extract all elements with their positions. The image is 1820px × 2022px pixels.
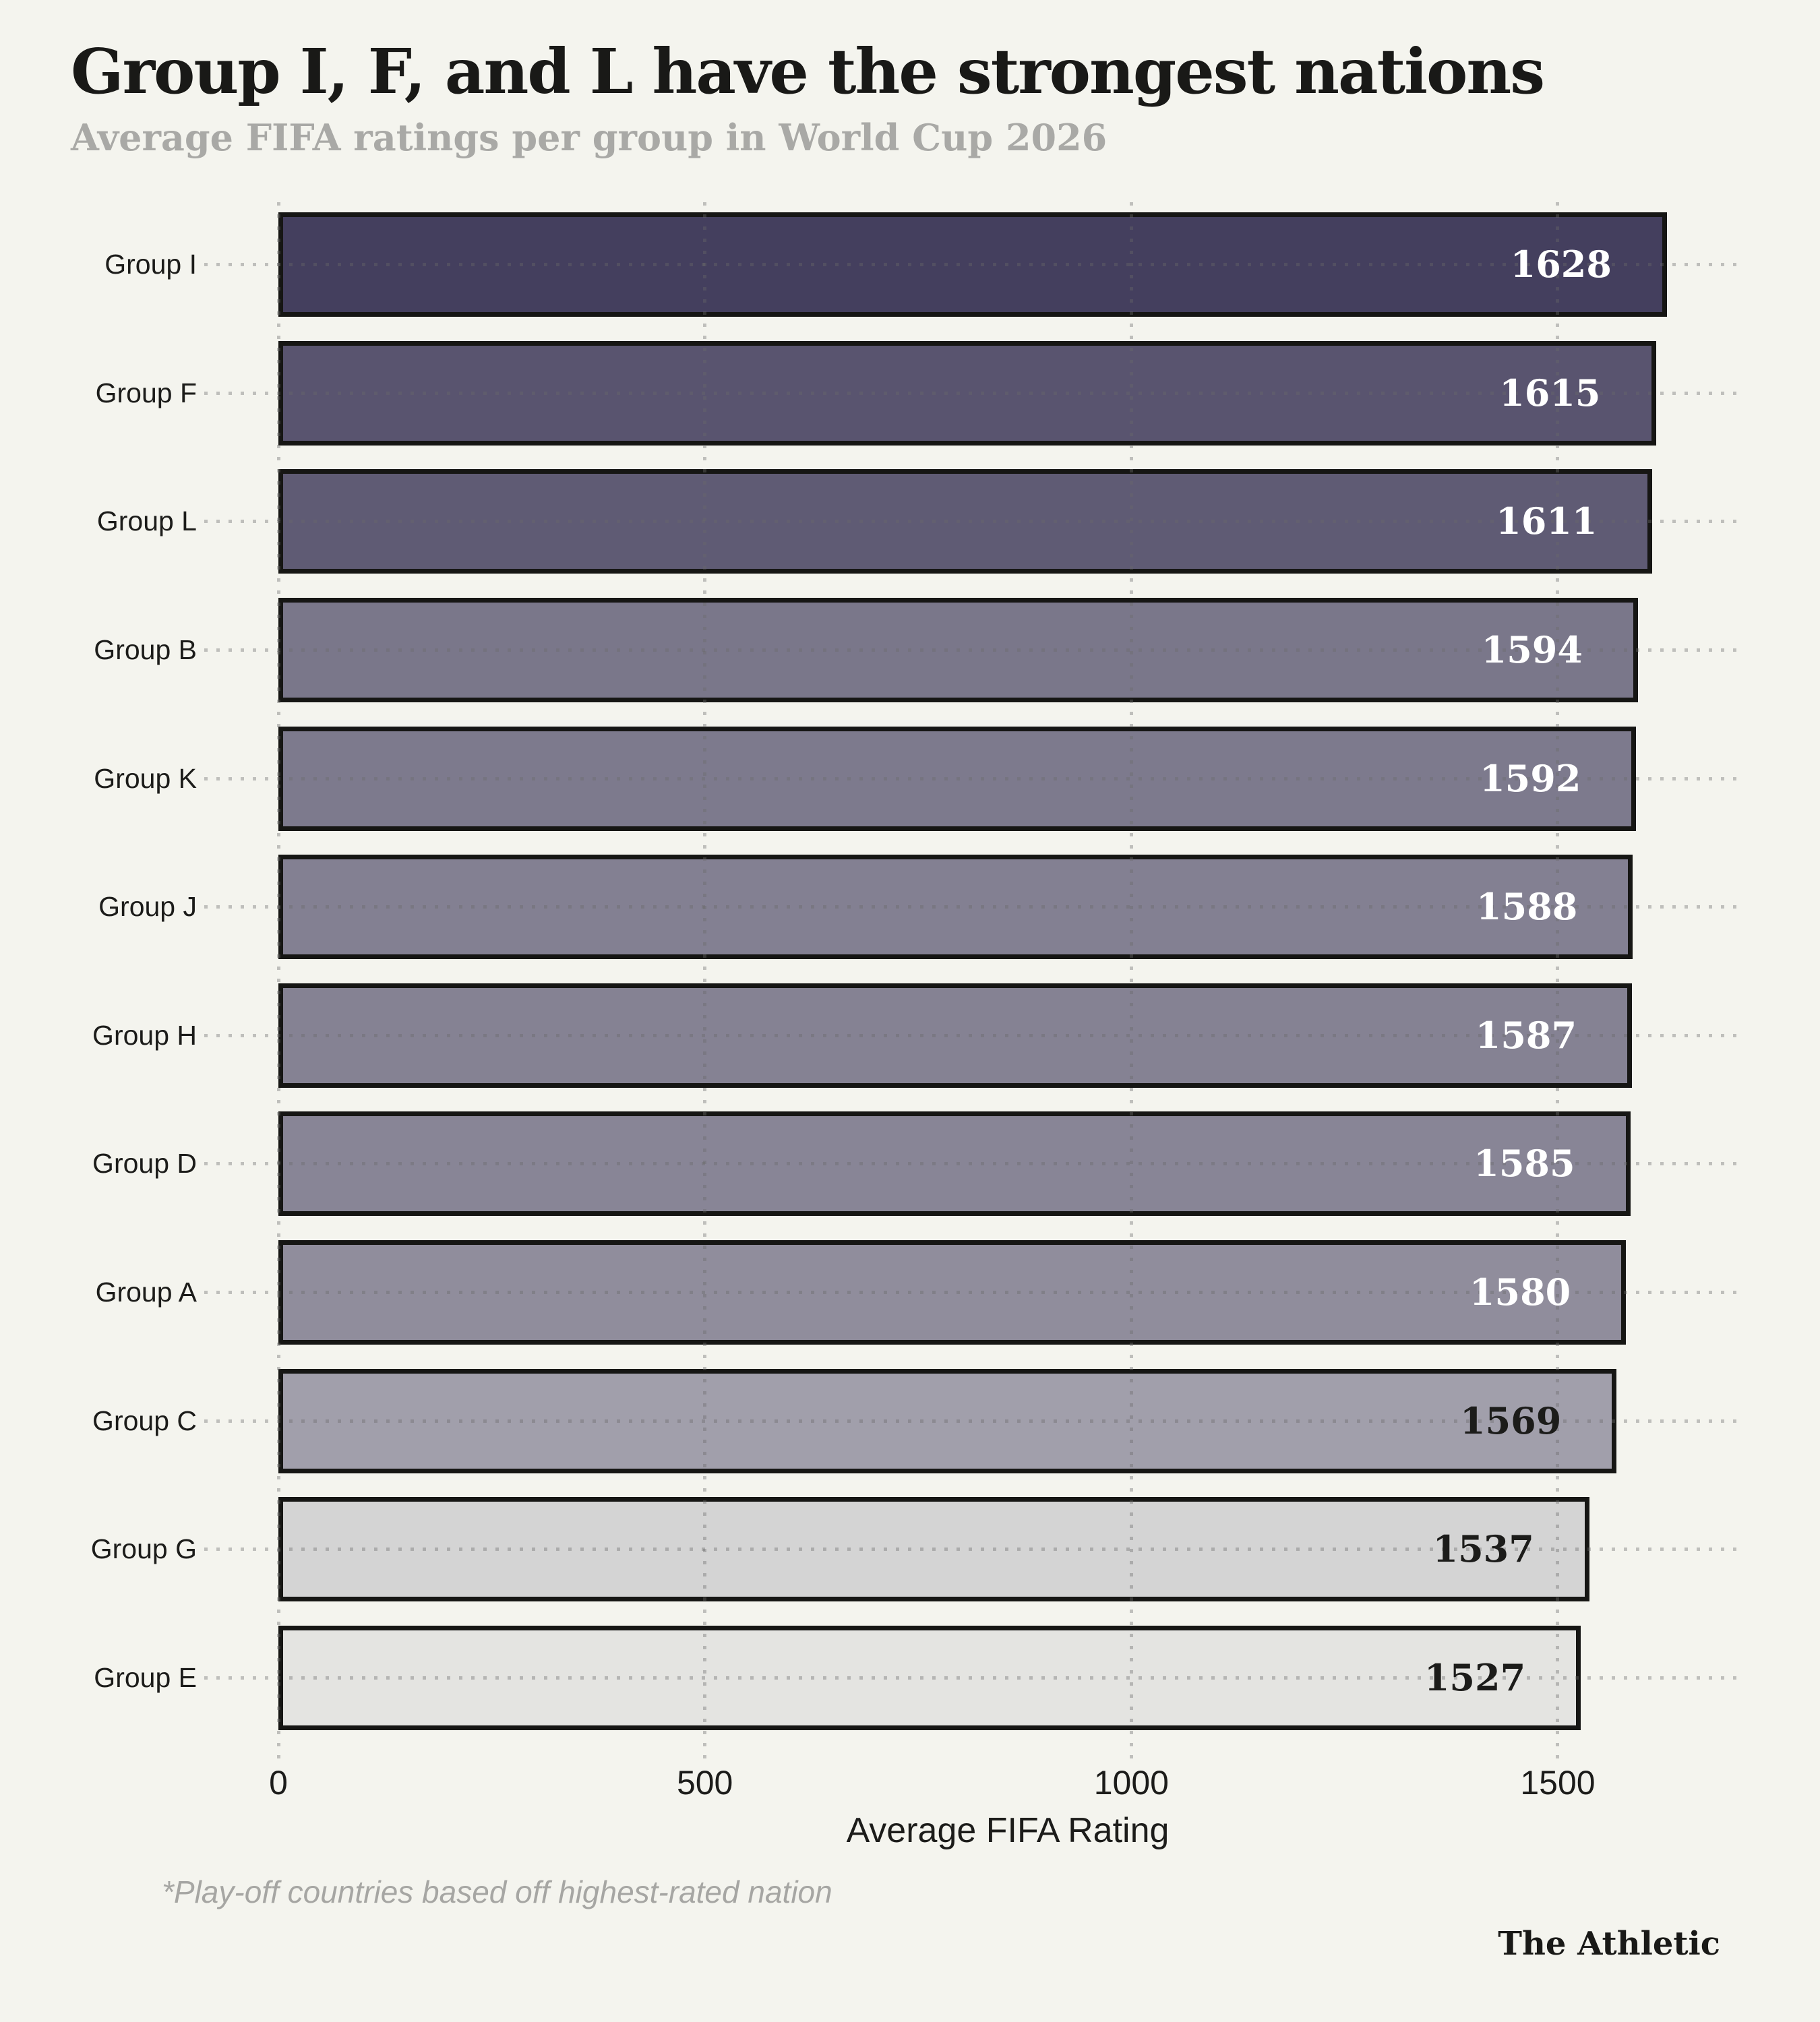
bar-group-l: [278, 469, 1653, 574]
x-tick-label-500: 500: [676, 1764, 733, 1802]
bar-group-f: [278, 340, 1656, 446]
row-leader-dots: [204, 648, 1738, 652]
row-leader-dots: [204, 520, 1738, 524]
category-label-group-l: Group L: [96, 506, 197, 537]
x-tick-label-0: 0: [269, 1764, 288, 1802]
bar-value-label: 1537: [1432, 1527, 1534, 1571]
bar-value-label: 1588: [1476, 885, 1578, 929]
bar-group-g: [278, 1497, 1589, 1602]
brand-logo-text: The Athletic: [1498, 1925, 1720, 1963]
bar-value-label: 1592: [1480, 756, 1581, 800]
category-label-group-g: Group G: [90, 1533, 197, 1565]
bar-group-i: [278, 212, 1667, 317]
x-axis-title: Average FIFA Rating: [846, 1811, 1170, 1850]
chart-subtitle: Average FIFA ratings per group in World …: [71, 116, 1108, 159]
bar-group-b: [278, 597, 1638, 702]
bar-value-label: 1527: [1424, 1656, 1526, 1700]
bar-group-c: [278, 1368, 1617, 1473]
bar-value-label: 1587: [1475, 1013, 1577, 1057]
bar-value-label: 1585: [1474, 1142, 1575, 1186]
category-label-group-a: Group A: [95, 1277, 197, 1308]
bar-value-label: 1615: [1499, 371, 1601, 415]
bar-group-e: [278, 1626, 1581, 1731]
bar-group-a: [278, 1240, 1627, 1345]
row-leader-dots: [204, 776, 1738, 780]
row-leader-dots: [204, 1548, 1738, 1552]
row-leader-dots: [204, 263, 1738, 266]
category-label-group-i: Group I: [104, 249, 197, 280]
row-leader-dots: [204, 1676, 1738, 1680]
bar-group-k: [278, 726, 1637, 831]
bar-group-h: [278, 983, 1633, 1088]
x-tick-label-1500: 1500: [1520, 1764, 1596, 1802]
chart-title: Group I, F, and L have the strongest nat…: [71, 35, 1545, 108]
row-leader-dots: [204, 1162, 1738, 1166]
category-label-group-e: Group E: [94, 1662, 197, 1694]
row-leader-dots: [204, 1291, 1738, 1295]
row-leader-dots: [204, 1419, 1738, 1423]
gridline-0: [276, 202, 280, 1760]
bar-value-label: 1611: [1496, 499, 1598, 543]
bar-value-label: 1594: [1481, 627, 1583, 671]
category-label-group-b: Group B: [94, 634, 197, 665]
row-leader-dots: [204, 391, 1738, 395]
category-label-group-d: Group D: [92, 1148, 197, 1180]
category-label-group-k: Group K: [94, 762, 197, 794]
bar-value-label: 1569: [1460, 1399, 1562, 1442]
category-label-group-j: Group J: [98, 891, 197, 923]
gridline-1500: [1556, 202, 1560, 1760]
category-label-group-f: Group F: [95, 377, 197, 408]
bar-group-j: [278, 855, 1633, 960]
row-leader-dots: [204, 905, 1738, 909]
category-label-group-c: Group C: [92, 1405, 197, 1436]
bar-value-label: 1628: [1510, 243, 1612, 286]
category-label-group-h: Group H: [92, 1019, 197, 1051]
chart-footnote: *Play-off countries based off highest-ra…: [162, 1874, 832, 1909]
gridline-1000: [1129, 202, 1133, 1760]
bar-group-d: [278, 1111, 1631, 1217]
bar-value-label: 1580: [1469, 1270, 1571, 1314]
x-tick-label-1000: 1000: [1093, 1764, 1169, 1802]
gridline-500: [703, 202, 707, 1760]
row-leader-dots: [204, 1033, 1738, 1037]
